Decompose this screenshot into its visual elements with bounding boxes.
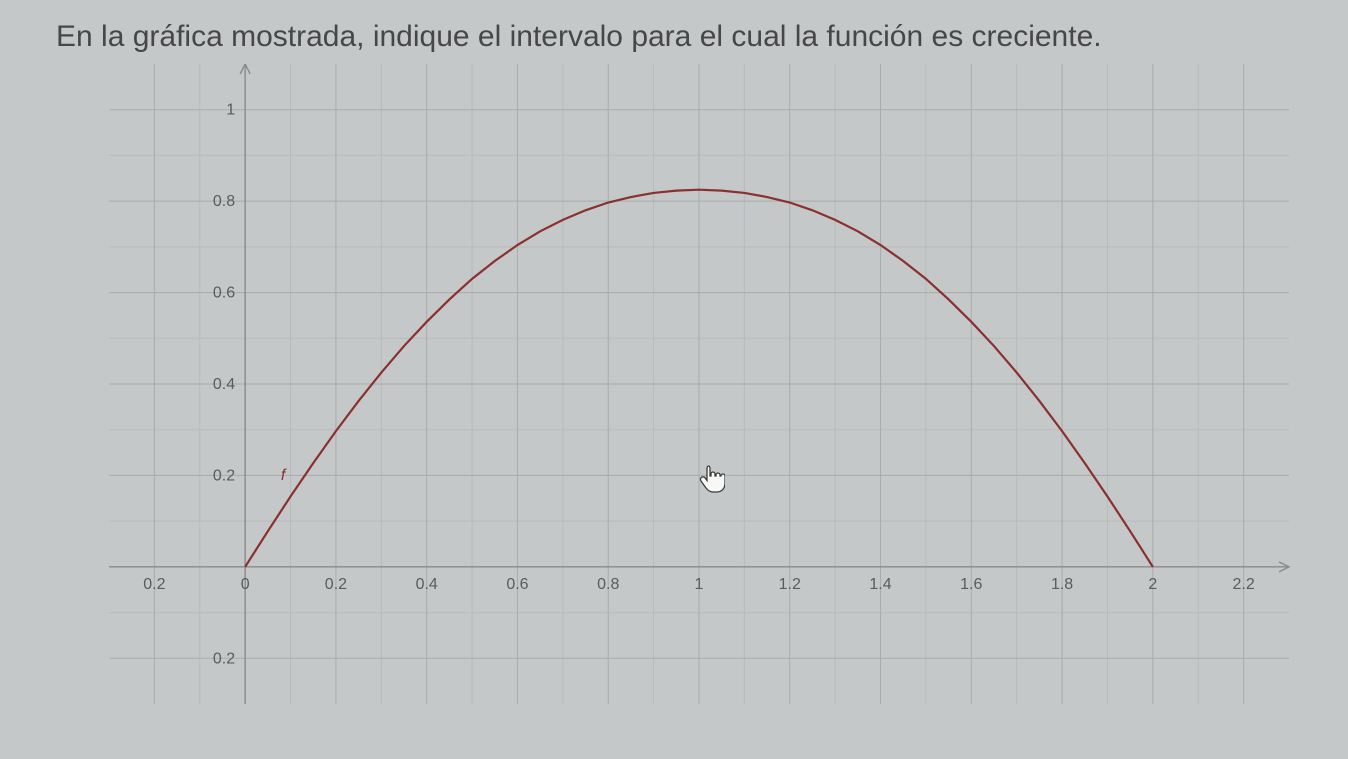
x-tick-label: 1.8: [1051, 576, 1073, 593]
chart-container: 0.200.20.40.60.811.21.41.61.822.20.20.20…: [49, 64, 1299, 714]
x-tick-label: 1.4: [869, 576, 891, 593]
question-text: En la gráfica mostrada, indique el inter…: [0, 8, 1348, 64]
y-tick-labels: 0.2 0.2 0.4 0.6 0.8 1: [213, 102, 235, 668]
y-tick-label: 0.2: [213, 467, 235, 484]
x-tick-label: 0.2: [143, 576, 165, 593]
page-root: En la gráfica mostrada, indique el inter…: [0, 0, 1348, 759]
x-tick-label: 0.8: [597, 576, 619, 593]
y-tick-label: 0.4: [213, 376, 235, 393]
major-grid: [109, 64, 1289, 704]
x-tick-label: 0: [241, 576, 250, 593]
x-tick-label: 1.6: [960, 576, 982, 593]
y-tick-label: 0.8: [213, 193, 235, 210]
x-tick-label: 0.6: [506, 576, 528, 593]
x-tick-label: 0.4: [416, 576, 438, 593]
y-tick-label: 0.2: [213, 650, 235, 667]
y-tick-label: 0.6: [213, 285, 235, 302]
y-tick-label: 1: [226, 102, 235, 119]
x-tick-label: 1.2: [779, 576, 801, 593]
chart-svg: 0.200.20.40.60.811.21.41.61.822.20.20.20…: [49, 64, 1299, 714]
x-tick-label: 2.2: [1232, 576, 1254, 593]
x-tick-label: 0.2: [325, 576, 347, 593]
x-tick-label: 2: [1148, 576, 1157, 593]
x-tick-labels: 0.2 0 0.2 0.4 0.6 0.8 1 1.2 1.4 1.6 1.8 2 2.2: [143, 576, 1255, 593]
x-tick-label: 1: [695, 576, 704, 593]
